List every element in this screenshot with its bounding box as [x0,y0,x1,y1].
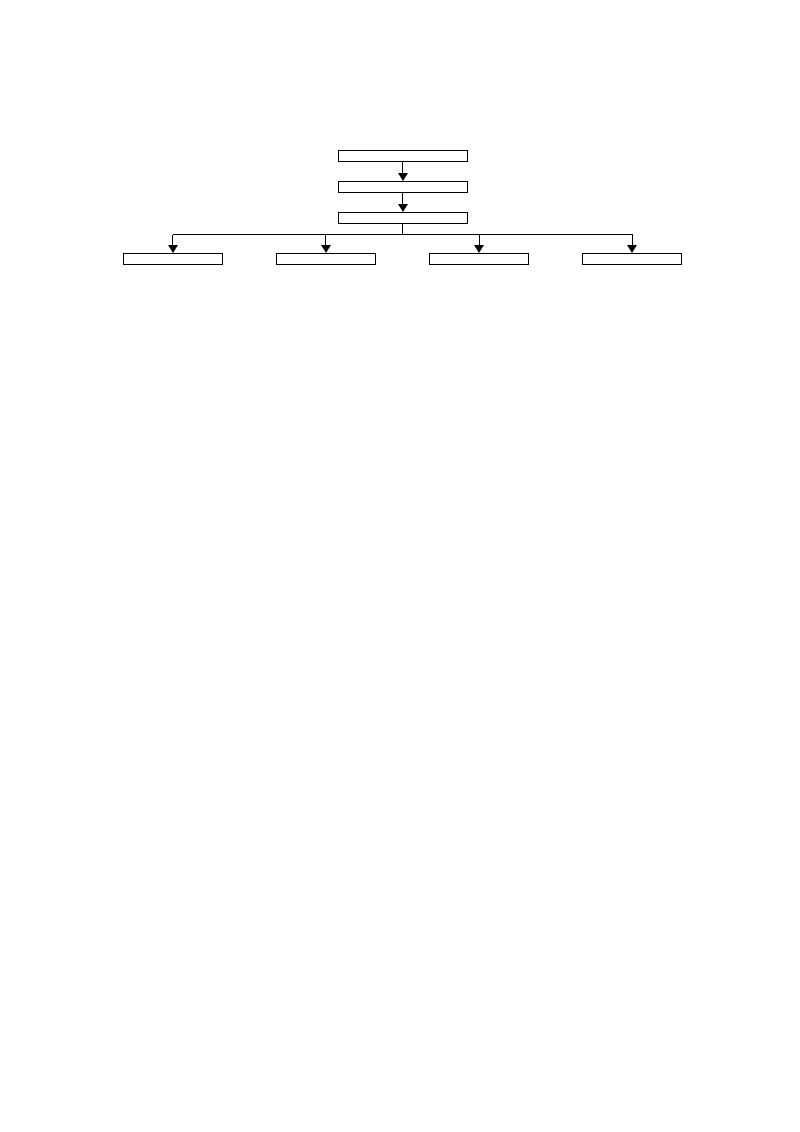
document-page [0,0,800,387]
org-connector [173,234,633,235]
org-node-safety [276,253,376,265]
org-node-engineer [338,181,468,193]
org-node-material [123,253,223,265]
org-node-quality [429,253,529,265]
org-chart [123,150,683,265]
org-node-data [582,253,682,265]
org-node-leader [338,150,468,162]
org-node-foreman [338,212,468,224]
